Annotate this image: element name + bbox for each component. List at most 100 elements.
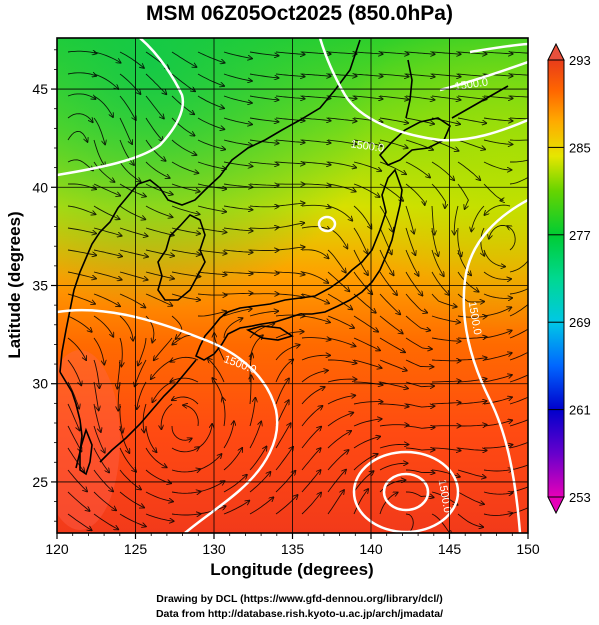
streamline xyxy=(249,73,279,78)
streamline xyxy=(275,272,305,275)
streamline xyxy=(353,271,372,294)
streamline xyxy=(301,161,331,165)
streamline xyxy=(431,139,459,151)
streamline xyxy=(379,425,409,426)
streamline xyxy=(301,493,321,515)
streamline xyxy=(249,447,267,471)
streamline xyxy=(93,337,104,365)
streamline xyxy=(145,425,157,452)
streamline xyxy=(327,379,357,383)
streamline xyxy=(301,96,331,98)
streamline xyxy=(457,161,480,180)
streamline xyxy=(145,117,163,141)
streamline xyxy=(171,205,200,214)
x-tick-label: 125 xyxy=(124,541,148,557)
streamline xyxy=(457,401,487,405)
streamline xyxy=(249,51,279,56)
streamline xyxy=(327,431,351,449)
streamline xyxy=(93,95,113,117)
streamline xyxy=(353,205,371,229)
streamline xyxy=(509,351,528,361)
streamline xyxy=(250,375,251,405)
streamline xyxy=(509,328,528,339)
streamline xyxy=(119,315,133,341)
streamline xyxy=(249,227,279,228)
streamline xyxy=(275,360,293,383)
streamline xyxy=(431,491,458,505)
height-contours xyxy=(57,38,528,533)
x-tick-label: 150 xyxy=(516,541,540,557)
streamline xyxy=(379,161,406,174)
streamline xyxy=(483,375,512,383)
streamline xyxy=(431,381,461,382)
streamline xyxy=(208,359,225,383)
streamline xyxy=(353,183,380,197)
streamline xyxy=(457,337,487,339)
streamline xyxy=(93,205,120,219)
streamline xyxy=(301,293,329,303)
streamline xyxy=(483,420,512,427)
streamline xyxy=(457,227,462,256)
x-tick-label: 130 xyxy=(202,541,226,557)
streamline xyxy=(171,293,200,300)
streamline xyxy=(171,447,199,453)
colorbar-scale xyxy=(547,59,565,498)
streamline xyxy=(119,249,148,257)
streamline xyxy=(119,491,144,508)
streamline xyxy=(171,492,201,494)
streamline xyxy=(197,311,226,317)
streamline xyxy=(119,205,145,219)
streamline xyxy=(379,95,409,100)
streamline xyxy=(171,139,196,155)
streamline xyxy=(457,95,487,99)
streamline xyxy=(483,492,513,494)
streamline xyxy=(353,161,381,171)
streamline xyxy=(431,513,452,533)
x-axis: 120 125 130 135 140 145 150 xyxy=(45,533,540,557)
colorbar-label: 285 xyxy=(569,140,591,155)
streamline xyxy=(223,309,252,317)
streamline xyxy=(171,469,200,472)
streamline xyxy=(249,250,279,251)
streamline xyxy=(249,206,279,207)
streamline xyxy=(301,227,330,231)
streamline xyxy=(509,73,528,76)
streamline xyxy=(93,293,120,306)
streamline xyxy=(301,470,321,493)
y-tick-label: 40 xyxy=(32,179,48,195)
streamline xyxy=(457,447,487,450)
streamline xyxy=(379,139,408,148)
streamline xyxy=(67,73,96,76)
streamline xyxy=(431,95,461,100)
streamline xyxy=(67,337,86,360)
colorbar-min-arrow xyxy=(547,496,565,515)
streamline xyxy=(327,96,357,99)
streamline xyxy=(353,402,383,405)
streamline xyxy=(223,73,252,81)
streamline xyxy=(223,272,253,274)
streamline xyxy=(509,441,528,449)
streamline xyxy=(120,337,122,367)
streamline xyxy=(353,95,383,99)
y-tick-label: 35 xyxy=(32,278,48,294)
streamline xyxy=(119,227,148,236)
streamline xyxy=(67,447,84,472)
streamline xyxy=(457,513,483,527)
streamline xyxy=(93,403,101,432)
streamline xyxy=(119,161,141,182)
streamline xyxy=(249,95,279,100)
y-tick-label: 45 xyxy=(32,81,48,97)
streamline xyxy=(275,140,305,143)
streamline xyxy=(405,426,435,428)
streamline xyxy=(275,247,305,251)
streamline xyxy=(353,139,382,146)
streamline xyxy=(405,315,430,330)
streamline xyxy=(171,51,197,67)
streamline xyxy=(171,117,195,136)
credit-drawing: Drawing by DCL (https://www.gfd-dennou.o… xyxy=(156,593,443,605)
streamline xyxy=(275,378,289,405)
streamline xyxy=(222,398,225,427)
streamline xyxy=(353,437,380,449)
streamline xyxy=(171,315,183,339)
